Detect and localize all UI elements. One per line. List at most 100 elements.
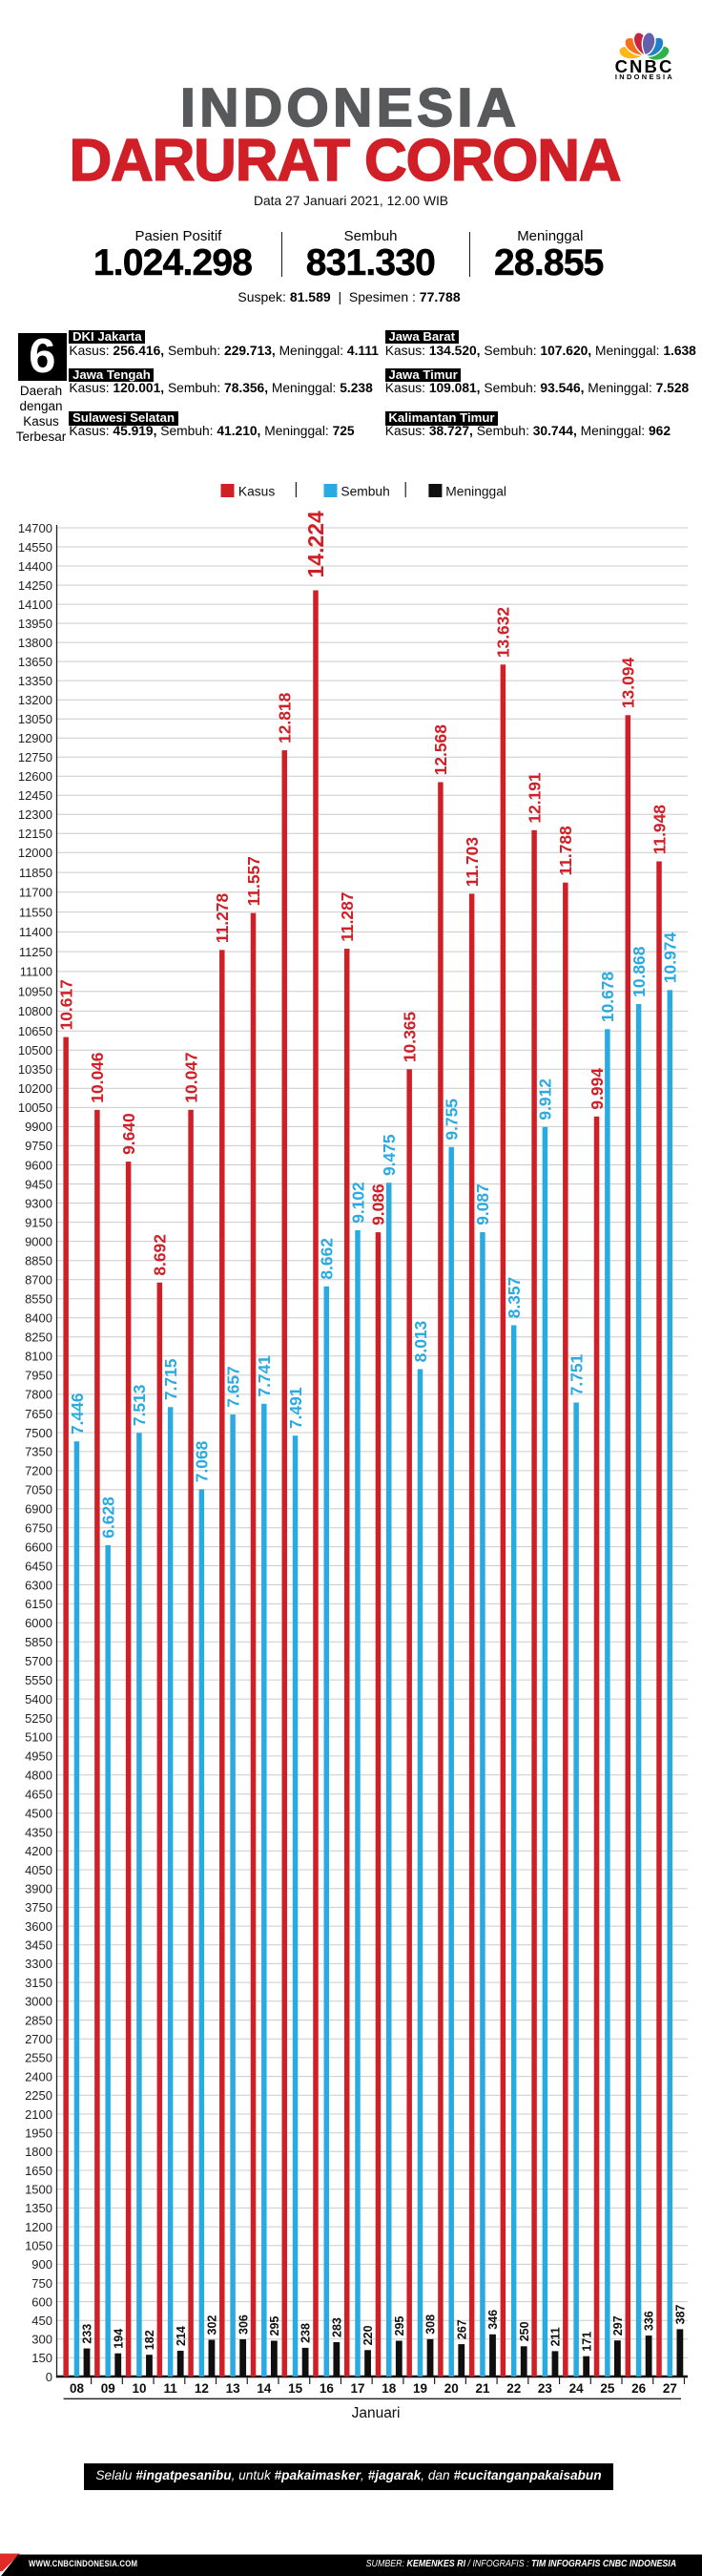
svg-text:11850: 11850 xyxy=(19,866,52,880)
svg-text:300: 300 xyxy=(31,2333,52,2347)
svg-text:9.475: 9.475 xyxy=(380,1134,399,1176)
svg-text:14: 14 xyxy=(257,2381,272,2396)
svg-text:6.628: 6.628 xyxy=(98,1497,117,1539)
svg-text:6300: 6300 xyxy=(25,1578,52,1592)
svg-text:336: 336 xyxy=(643,2311,656,2331)
svg-text:13.632: 13.632 xyxy=(494,607,513,658)
svg-text:295: 295 xyxy=(268,2316,281,2336)
svg-text:Januari: Januari xyxy=(352,2405,401,2421)
svg-text:4500: 4500 xyxy=(25,1807,52,1821)
svg-text:7.491: 7.491 xyxy=(286,1387,305,1429)
svg-text:297: 297 xyxy=(611,2315,625,2335)
svg-text:11.948: 11.948 xyxy=(650,805,669,855)
svg-text:4950: 4950 xyxy=(25,1749,52,1764)
svg-text:14100: 14100 xyxy=(18,597,52,612)
svg-text:6450: 6450 xyxy=(25,1559,52,1573)
svg-text:23: 23 xyxy=(538,2381,553,2396)
svg-text:24: 24 xyxy=(569,2381,585,2396)
svg-text:09: 09 xyxy=(101,2381,115,2396)
svg-text:10200: 10200 xyxy=(18,1081,52,1096)
svg-text:9300: 9300 xyxy=(25,1196,52,1210)
svg-text:1050: 1050 xyxy=(25,2239,52,2253)
svg-text:7050: 7050 xyxy=(25,1483,52,1497)
svg-text:8250: 8250 xyxy=(25,1330,52,1345)
svg-text:14250: 14250 xyxy=(18,578,52,593)
svg-text:3750: 3750 xyxy=(25,1900,52,1915)
svg-text:9.102: 9.102 xyxy=(348,1182,367,1224)
svg-text:13350: 13350 xyxy=(18,674,52,688)
svg-text:25: 25 xyxy=(600,2381,615,2396)
svg-text:17: 17 xyxy=(351,2381,365,2396)
svg-text:4650: 4650 xyxy=(25,1788,52,1802)
svg-text:15: 15 xyxy=(288,2381,303,2396)
svg-text:6900: 6900 xyxy=(25,1502,52,1517)
svg-text:13.094: 13.094 xyxy=(619,658,638,709)
svg-text:14550: 14550 xyxy=(18,540,52,555)
svg-text:13: 13 xyxy=(226,2381,241,2396)
svg-text:INDONESIA: INDONESIA xyxy=(615,73,674,81)
svg-text:10.678: 10.678 xyxy=(598,972,617,1023)
svg-text:10.047: 10.047 xyxy=(181,1052,200,1102)
svg-text:10050: 10050 xyxy=(18,1100,52,1115)
svg-text:13200: 13200 xyxy=(18,693,52,707)
svg-text:750: 750 xyxy=(31,2276,52,2291)
svg-text:10500: 10500 xyxy=(18,1043,52,1058)
svg-text:8.357: 8.357 xyxy=(505,1277,524,1319)
svg-text:12.191: 12.191 xyxy=(525,772,544,824)
svg-text:6600: 6600 xyxy=(25,1539,52,1554)
svg-text:10350: 10350 xyxy=(18,1062,52,1077)
svg-text:11.557: 11.557 xyxy=(244,856,263,906)
svg-text:5250: 5250 xyxy=(25,1711,52,1726)
svg-text:9150: 9150 xyxy=(25,1215,52,1229)
svg-text:14.224: 14.224 xyxy=(303,511,328,578)
svg-text:1950: 1950 xyxy=(25,2126,52,2141)
svg-text:26: 26 xyxy=(631,2381,647,2396)
svg-text:267: 267 xyxy=(455,2319,468,2339)
svg-text:1200: 1200 xyxy=(25,2220,52,2234)
svg-text:9600: 9600 xyxy=(25,1158,52,1172)
svg-text:12.818: 12.818 xyxy=(276,692,295,743)
svg-text:9.640: 9.640 xyxy=(119,1113,138,1155)
svg-text:10: 10 xyxy=(132,2381,146,2396)
svg-text:7.513: 7.513 xyxy=(130,1384,149,1426)
svg-text:900: 900 xyxy=(31,2257,52,2272)
svg-text:3150: 3150 xyxy=(25,1976,52,1990)
svg-text:4050: 4050 xyxy=(25,1863,52,1877)
svg-text:171: 171 xyxy=(580,2332,593,2352)
svg-text:12600: 12600 xyxy=(18,769,52,784)
svg-text:9450: 9450 xyxy=(25,1177,52,1191)
svg-text:9000: 9000 xyxy=(25,1234,52,1248)
svg-text:182: 182 xyxy=(143,2330,156,2350)
svg-text:2250: 2250 xyxy=(25,2088,52,2103)
svg-text:1350: 1350 xyxy=(25,2201,52,2215)
svg-text:9.086: 9.086 xyxy=(369,1183,388,1225)
svg-text:450: 450 xyxy=(31,2314,52,2328)
svg-text:27: 27 xyxy=(663,2381,677,2396)
svg-text:16: 16 xyxy=(320,2381,335,2396)
svg-text:8.662: 8.662 xyxy=(318,1238,337,1280)
svg-text:8850: 8850 xyxy=(25,1254,52,1268)
svg-text:211: 211 xyxy=(549,2327,563,2346)
svg-text:9.087: 9.087 xyxy=(473,1183,492,1225)
svg-text:10.868: 10.868 xyxy=(630,946,649,997)
svg-text:3450: 3450 xyxy=(25,1938,52,1953)
svg-text:1650: 1650 xyxy=(25,2164,52,2178)
svg-text:387: 387 xyxy=(673,2304,687,2324)
svg-text:8.013: 8.013 xyxy=(411,1320,430,1362)
svg-text:1500: 1500 xyxy=(25,2183,52,2197)
svg-text:22: 22 xyxy=(506,2381,521,2396)
svg-text:4800: 4800 xyxy=(25,1769,52,1783)
svg-text:11700: 11700 xyxy=(19,886,52,900)
svg-text:7.741: 7.741 xyxy=(255,1355,274,1397)
svg-text:20: 20 xyxy=(444,2381,459,2396)
svg-text:6150: 6150 xyxy=(25,1597,52,1611)
svg-text:2700: 2700 xyxy=(25,2032,52,2046)
svg-text:1800: 1800 xyxy=(25,2145,52,2159)
svg-text:7650: 7650 xyxy=(25,1407,52,1421)
svg-text:9900: 9900 xyxy=(25,1120,52,1134)
svg-text:9.912: 9.912 xyxy=(536,1079,555,1120)
svg-text:250: 250 xyxy=(518,2321,531,2341)
svg-text:233: 233 xyxy=(81,2324,94,2344)
svg-text:11250: 11250 xyxy=(19,945,52,959)
svg-text:11.278: 11.278 xyxy=(213,893,232,944)
